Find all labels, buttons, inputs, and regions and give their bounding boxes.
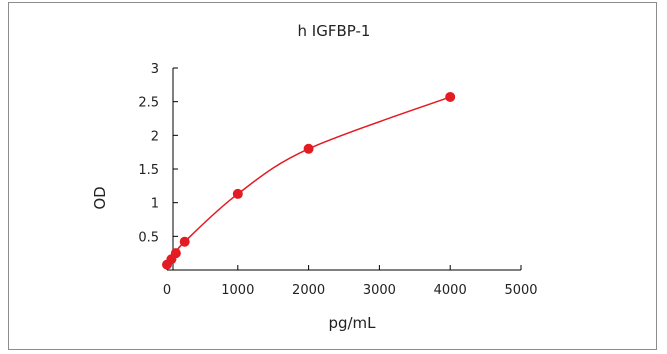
x-tick-label: 5000 (504, 283, 537, 298)
x-tick-label: 1000 (221, 283, 254, 298)
x-tick-label: 2000 (292, 283, 325, 298)
data-points-layer (162, 91, 456, 270)
y-axis-title: OD (91, 186, 109, 209)
y-tick-label: 3 (151, 62, 159, 77)
y-axis: 0.5 1 1.5 2 2.5 3 (138, 62, 178, 270)
x-axis-title: pg/mL (328, 314, 376, 332)
data-point (303, 143, 314, 154)
y-tick-label: 1 (151, 197, 159, 212)
data-point (232, 188, 243, 199)
y-tick-label: 2 (151, 129, 159, 144)
x-tick-label: 0 (163, 283, 171, 298)
y-tick-label: 0.5 (138, 230, 159, 245)
chart-frame (8, 2, 657, 350)
fit-curve (166, 96, 451, 266)
chart-title: h IGFBP-1 (298, 22, 371, 40)
x-tick-label: 4000 (434, 283, 467, 298)
y-tick-label: 2.5 (138, 96, 159, 111)
y-tick-label: 1.5 (138, 163, 159, 178)
data-point (445, 91, 456, 102)
fit-curve-layer (166, 96, 451, 266)
data-point (170, 248, 181, 259)
x-tick-label: 3000 (363, 283, 396, 298)
x-axis: 0 1000 2000 3000 4000 5000 (163, 265, 538, 298)
data-point (179, 236, 190, 247)
